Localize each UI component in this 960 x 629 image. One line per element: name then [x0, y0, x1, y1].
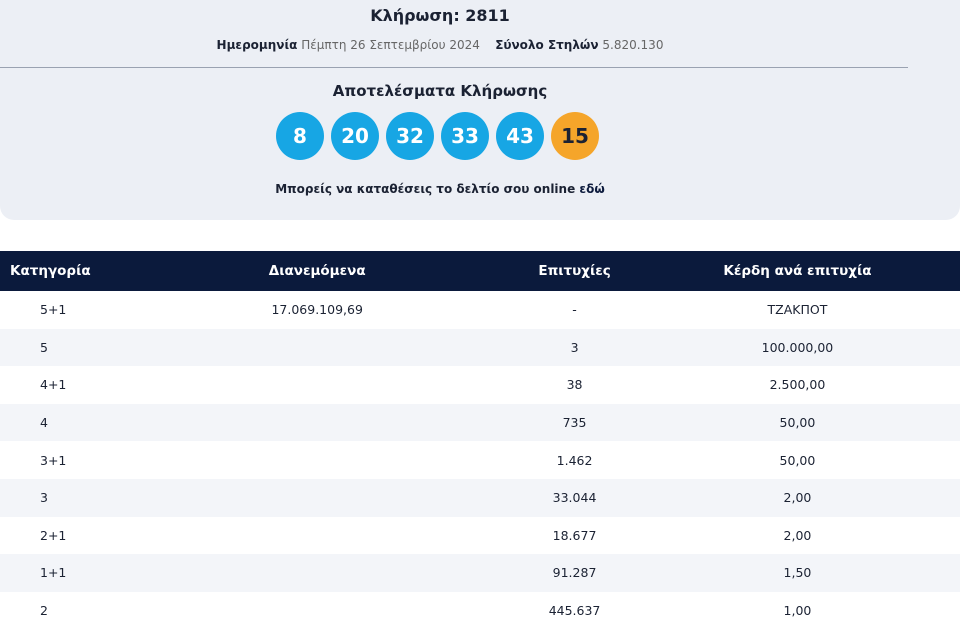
- cell-prize: 100.000,00: [634, 328, 960, 367]
- draw-panel: Κλήρωση: 2811 Ημερομηνία Πέμπτη 26 Σεπτε…: [0, 0, 960, 220]
- cell-prize: 2,00: [783, 527, 812, 543]
- cell-category: 1+1: [0, 554, 121, 592]
- draw-title: Κλήρωση: 2811: [370, 6, 510, 25]
- ball: 43: [496, 112, 544, 160]
- cell-pool: [120, 592, 514, 629]
- ball: 20: [331, 112, 379, 160]
- cell-pool: [120, 328, 515, 367]
- cell-category: 5+1: [40, 302, 67, 318]
- cell-prize: 1,00: [783, 603, 812, 619]
- cell-category: 2+1: [40, 527, 67, 543]
- cell-winners: 445.637: [548, 603, 601, 619]
- column-header: Επιτυχίες: [514, 251, 635, 291]
- cell-winners: 33.044: [514, 478, 635, 517]
- balls: 8 20 32 33 43 15: [276, 112, 599, 160]
- cell-category: 4+1: [40, 377, 67, 393]
- table-row: 4 735 50,00: [0, 403, 960, 442]
- cell-prize: 2,00: [634, 478, 960, 517]
- table-row: 2+1 18.677 2,00: [0, 517, 960, 555]
- cell-category: 2: [40, 603, 48, 619]
- cell-winners: -: [572, 302, 577, 318]
- column-header: Κατηγορία: [0, 251, 121, 291]
- column-header: Διανεμόμενα: [120, 251, 515, 291]
- online-text: Μπορείς να καταθέσεις το δελτίο σου onli…: [275, 182, 576, 196]
- cell-category: 4: [0, 403, 121, 442]
- cell-prize: 1,50: [634, 554, 960, 592]
- cell-pool: [120, 441, 514, 479]
- divider: [0, 67, 908, 68]
- table-body: 5+1 17.069.109,69- ΤΖΑΚΠΟΤ 5 3 100.000,00 4+1 3…: [0, 291, 960, 629]
- columns: 5.820.130: [602, 38, 664, 52]
- ball: 8: [276, 112, 324, 160]
- cell-pool: [120, 517, 514, 555]
- table-row: 4+1 38 2.500,00: [0, 366, 960, 404]
- table-row: 3+1 1.462 50,00: [0, 441, 960, 479]
- cell-category: 3: [0, 478, 121, 517]
- cell-prize: 50,00: [634, 403, 960, 442]
- cell-pool: [120, 366, 514, 404]
- cell-pool: 17.069.109,69: [271, 302, 363, 318]
- online-link[interactable]: εδώ: [579, 182, 605, 196]
- cell-pool: [120, 554, 515, 592]
- cell-winners: 735: [514, 403, 635, 442]
- cell-winners: 38: [566, 377, 583, 393]
- table-row: 2 445.637 1,00: [0, 592, 960, 629]
- cell-winners: 1.462: [556, 452, 593, 468]
- cell-pool: [120, 403, 515, 442]
- cell-category: 5: [0, 328, 121, 367]
- draw-meta: Ημερομηνία Πέμπτη 26 Σεπτεμβρίου 2024 Σύ…: [0, 38, 880, 52]
- ball: 32: [386, 112, 434, 160]
- column-header: Κέρδη ανά επιτυχία: [634, 251, 960, 291]
- cell-pool: [120, 478, 515, 517]
- date: Πέμπτη 26 Σεπτεμβρίου 2024: [301, 38, 480, 52]
- cell-prize: ΤΖΑΚΠΟΤ: [767, 302, 828, 318]
- table-row: 3 33.044 2,00: [0, 478, 960, 517]
- date-label: Ημερομηνία: [216, 38, 298, 52]
- table-row: 1+1 91.287 1,50: [0, 554, 960, 592]
- cell-winners: 91.287: [514, 554, 635, 592]
- cell-winners: 3: [514, 328, 635, 367]
- table-row: 5+1 17.069.109,69 - ΤΖΑΚΠΟΤ: [0, 291, 960, 329]
- bonus-ball: 15: [551, 112, 599, 160]
- cell-prize: 2.500,00: [769, 377, 826, 393]
- ball: 33: [441, 112, 489, 160]
- online-note: Μπορείς να καταθέσεις το δελτίο σου onli…: [0, 182, 880, 196]
- prize-table: Κατηγορία Διανεμόμενα Επιτυχίες Κέρδη ανά ε…: [0, 251, 960, 629]
- table-header: Κατηγορία Διανεμόμενα Επιτυχίες Κέρδη ανά ε…: [0, 251, 960, 291]
- cell-prize: 50,00: [779, 452, 816, 468]
- cell-category: 3+1: [40, 452, 67, 468]
- table-row: 5 3 100.000,00: [0, 328, 960, 367]
- results-title: Αποτελέσματα Κλήρωσης: [332, 82, 548, 100]
- cell-winners: 18.677: [552, 527, 597, 543]
- columns-label: Σύνολο Στηλών: [495, 38, 599, 52]
